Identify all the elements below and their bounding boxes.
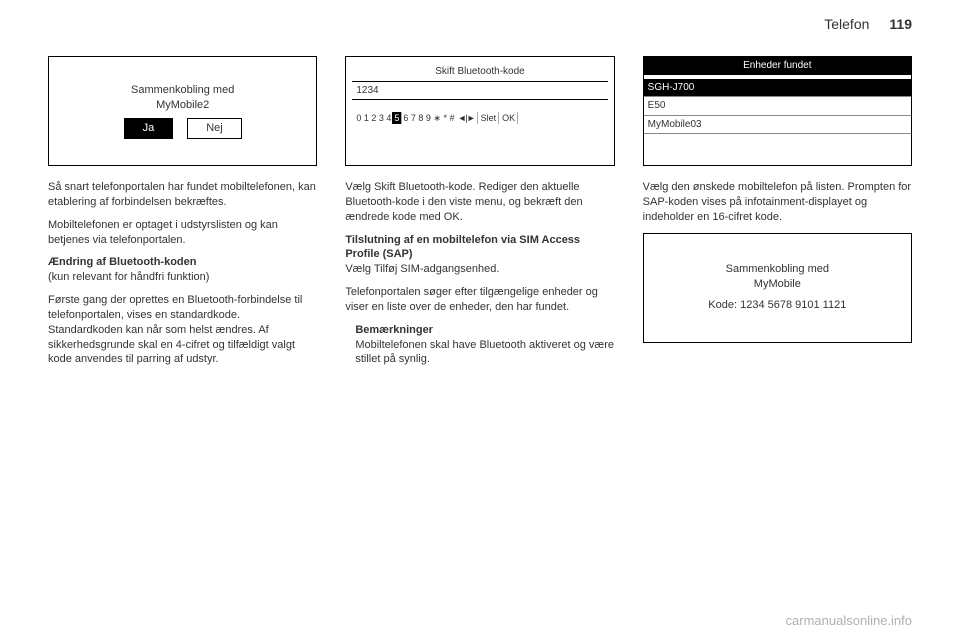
watermark: carmanualsonline.info bbox=[786, 613, 912, 628]
bt-code-value: 1234 bbox=[352, 82, 607, 101]
column-3: Enheder fundet SGH-J700 E50 MyMobile03 V… bbox=[643, 56, 912, 375]
bluetooth-code-screen: Skift Bluetooth-kode 1234 0 1 2 3 4 5 6 … bbox=[345, 56, 614, 166]
devices-found-screen: Enheder fundet SGH-J700 E50 MyMobile03 bbox=[643, 56, 912, 166]
col1-paragraph-2: Mobiltelefonen er optaget i udstyrsliste… bbox=[48, 218, 317, 248]
sap-code-screen: Sammenkobling med MyMobile Kode: 1234 56… bbox=[643, 233, 912, 343]
device-item-3[interactable]: MyMobile03 bbox=[644, 116, 911, 135]
col2-subhead-1: Tilslutning af en mobiltelefon via SIM A… bbox=[345, 234, 580, 261]
col2-subhead-2: Bemærkninger bbox=[355, 324, 433, 336]
ok-key[interactable]: OK bbox=[500, 112, 518, 124]
sap-device-name: MyMobile bbox=[754, 277, 801, 292]
device-list: SGH-J700 E50 MyMobile03 bbox=[644, 79, 911, 135]
sap-code: Kode: 1234 5678 9101 1121 bbox=[708, 298, 846, 313]
col2-paragraph-2: Vælg Tilføj SIM-adgangsenhed. bbox=[345, 263, 499, 275]
col1-paragraph-3: Første gang der oprettes en Bluetooth-fo… bbox=[48, 293, 317, 367]
section-name: Telefon bbox=[824, 16, 869, 32]
cursor-keys[interactable]: ◄|► bbox=[455, 112, 477, 124]
col1-paragraph-1: Så snart telefonportalen har fundet mobi… bbox=[48, 180, 317, 210]
delete-key[interactable]: Slet bbox=[479, 112, 500, 124]
column-2: Skift Bluetooth-kode 1234 0 1 2 3 4 5 6 … bbox=[345, 56, 614, 375]
col2-paragraph-1: Vælg Skift Bluetooth-kode. Rediger den a… bbox=[345, 180, 614, 225]
keys-pre: 0 1 2 3 4 bbox=[356, 112, 391, 124]
content-columns: Sammenkobling med MyMobile2 Ja Nej Så sn… bbox=[0, 40, 960, 375]
pairing-text-line1: Sammenkobling med bbox=[131, 83, 234, 98]
devices-found-title: Enheder fundet bbox=[644, 57, 911, 75]
col1-subhead-1: Ændring af Bluetooth-koden bbox=[48, 256, 196, 268]
page-number: 119 bbox=[889, 16, 912, 32]
device-item-1[interactable]: SGH-J700 bbox=[644, 79, 911, 98]
device-item-2[interactable]: E50 bbox=[644, 97, 911, 116]
col1-paren: (kun relevant for håndfri funktion) bbox=[48, 271, 209, 283]
col3-paragraph-1: Vælg den ønskede mobiltelefon på listen.… bbox=[643, 180, 912, 225]
page-header: Telefon 119 bbox=[0, 0, 960, 40]
bt-code-title: Skift Bluetooth-kode bbox=[352, 63, 607, 82]
col2-paragraph-3: Telefonportalen søger efter tilgængelige… bbox=[345, 285, 614, 315]
sap-line1: Sammenkobling med bbox=[726, 262, 829, 277]
key-highlighted[interactable]: 5 bbox=[392, 112, 402, 124]
no-button[interactable]: Nej bbox=[187, 118, 242, 139]
col2-paragraph-4: Mobiltelefonen skal have Bluetooth aktiv… bbox=[355, 339, 614, 366]
column-1: Sammenkobling med MyMobile2 Ja Nej Så sn… bbox=[48, 56, 317, 375]
yes-button[interactable]: Ja bbox=[124, 118, 174, 139]
pairing-device-name: MyMobile2 bbox=[156, 98, 209, 113]
keypad-row: 0 1 2 3 4 5 6 7 8 9 ∗ * # ◄|► Slet OK bbox=[352, 112, 607, 124]
pairing-dialog-screen: Sammenkobling med MyMobile2 Ja Nej bbox=[48, 56, 317, 166]
keys-post: 6 7 8 9 ∗ * # bbox=[403, 112, 454, 124]
